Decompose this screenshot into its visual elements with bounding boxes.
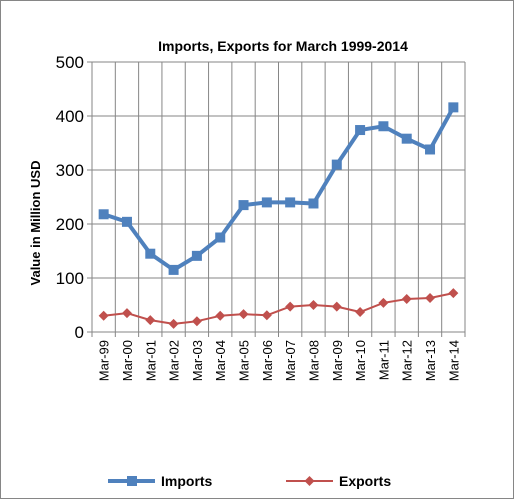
series-line-imports [103, 106, 456, 272]
data-point-imports [98, 209, 109, 220]
data-point-exports [448, 288, 459, 299]
data-point-imports [401, 133, 412, 144]
x-tick-label: Mar-02 [167, 340, 182, 381]
legend-item-exports: Exports [286, 473, 391, 489]
data-point-imports [215, 232, 226, 243]
x-tick-label: Mar-01 [143, 340, 158, 381]
x-tick-labels: Mar-99 Mar-00 Mar-01 Mar-02 Mar-03 Mar-04 Mar-… [97, 340, 462, 381]
y-tick-labels: 0 100 200 300 400 500 [56, 53, 84, 342]
data-point-imports [331, 159, 342, 170]
series-exports [98, 288, 459, 329]
data-point-exports [285, 301, 296, 312]
legend-marker-exports [304, 476, 315, 486]
data-point-exports [238, 309, 249, 320]
x-tick-label: Mar-12 [400, 340, 415, 381]
data-point-exports [425, 292, 436, 303]
data-point-exports [261, 310, 272, 321]
data-point-exports [121, 308, 132, 319]
data-point-exports [168, 318, 179, 329]
y-tick-label: 200 [56, 215, 84, 234]
data-point-imports [191, 250, 202, 261]
legend-label-exports: Exports [339, 473, 391, 489]
data-point-exports [215, 310, 226, 321]
data-point-imports [145, 248, 156, 259]
data-point-imports [168, 264, 179, 275]
series-layer [98, 102, 459, 329]
data-point-imports [448, 102, 459, 113]
data-point-exports [191, 316, 202, 327]
data-point-imports [378, 121, 389, 132]
x-tick-label: Mar-07 [283, 340, 298, 381]
data-point-exports [355, 307, 366, 318]
legend-item-imports: Imports [108, 473, 213, 489]
legend-label-imports: Imports [161, 473, 213, 489]
y-tick-label: 0 [75, 323, 84, 342]
series-imports [98, 102, 459, 275]
x-tick-label: Mar-10 [353, 340, 368, 381]
data-point-exports [378, 297, 389, 308]
x-tick-label: Mar-04 [213, 340, 228, 381]
legend: Imports Exports [108, 473, 391, 489]
data-point-exports [145, 315, 156, 326]
chart-title: Imports, Exports for March 1999-2014 [158, 38, 408, 54]
data-point-imports [238, 200, 249, 211]
y-tick-label: 400 [56, 107, 84, 126]
x-tick-label: Mar-99 [97, 340, 112, 381]
data-point-imports [425, 144, 436, 155]
data-point-exports [308, 300, 319, 310]
axes [87, 61, 466, 337]
data-point-exports [331, 301, 342, 312]
y-tick-label: 100 [56, 269, 84, 288]
data-point-imports [355, 125, 366, 136]
series-line-exports [103, 292, 454, 325]
x-tick-label: Mar-13 [423, 340, 438, 381]
data-point-imports [285, 197, 296, 208]
legend-marker-imports [127, 476, 137, 486]
x-tick-label: Mar-00 [120, 340, 135, 381]
data-point-imports [261, 197, 272, 208]
y-tick-label: 300 [56, 161, 84, 180]
x-tick-label: Mar-09 [330, 340, 345, 381]
x-tick-label: Mar-11 [376, 340, 391, 380]
data-point-imports [121, 216, 132, 227]
y-tick-label: 500 [56, 53, 84, 72]
data-point-imports [308, 198, 319, 209]
data-point-exports [98, 310, 109, 321]
y-axis-label: Value in Million USD [28, 161, 43, 286]
x-tick-label: Mar-06 [260, 340, 275, 381]
data-point-exports [401, 294, 412, 305]
grid [92, 61, 466, 332]
x-tick-label: Mar-14 [446, 340, 461, 381]
x-tick-label: Mar-08 [306, 340, 321, 381]
x-tick-label: Mar-05 [237, 340, 252, 381]
x-tick-label: Mar-03 [190, 340, 205, 381]
